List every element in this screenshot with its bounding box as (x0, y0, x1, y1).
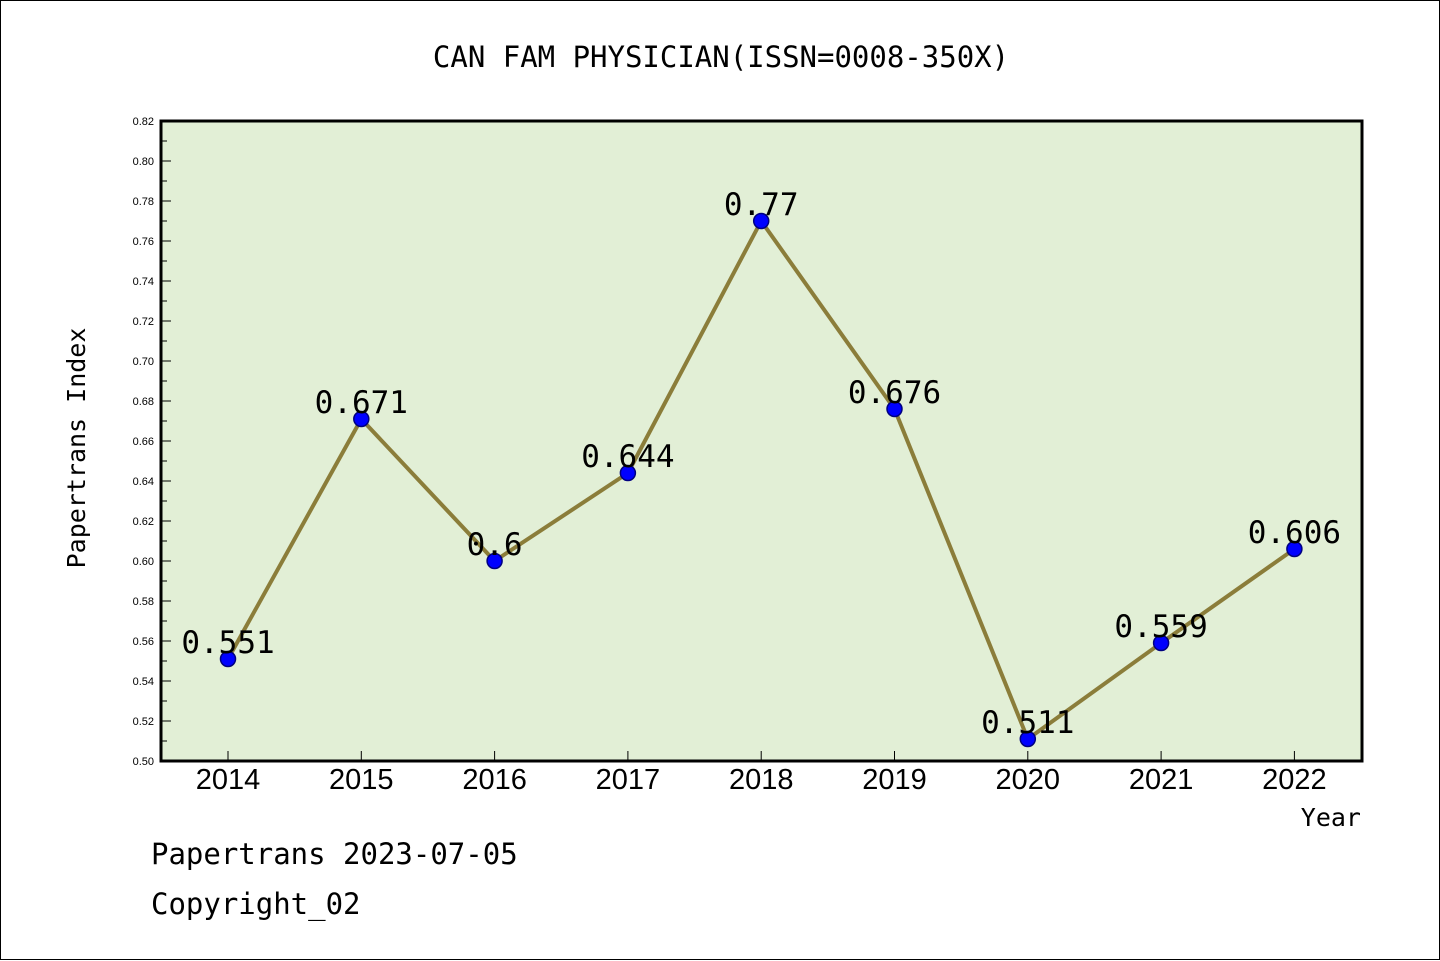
y-tick-label: 0.62 (133, 516, 154, 528)
y-axis: 0.50 0.52 0.54 0.56 0.58 0.60 0.62 0.64 0.66 0.68… (133, 116, 171, 768)
y-tick-label: 0.82 (133, 116, 154, 128)
x-tick-label: 2015 (329, 764, 394, 796)
data-point (1019, 730, 1037, 748)
x-tick-label: 2016 (462, 764, 527, 796)
chart-title: CAN FAM PHYSICIAN(ISSN=0008-350X) (433, 40, 1009, 74)
data-label: 0.676 (848, 375, 941, 411)
y-tick-label: 0.76 (133, 236, 154, 248)
data-point (1152, 634, 1170, 652)
y-tick-label: 0.80 (133, 156, 154, 168)
data-label: 0.551 (181, 625, 274, 661)
x-tick-label: 2014 (196, 764, 261, 796)
y-tick-label: 0.66 (133, 436, 154, 448)
y-tick-label: 0.70 (133, 356, 154, 368)
x-tick-label: 2021 (1129, 764, 1194, 796)
x-axis: 2014 2015 2016 2017 2018 2019 2020 2021 2022 (196, 751, 1327, 796)
data-label: 0.6 (467, 527, 523, 563)
x-axis-label: Year (1301, 803, 1361, 832)
data-point (619, 464, 637, 482)
x-tick-label: 2020 (996, 764, 1061, 796)
data-label: 0.511 (981, 705, 1074, 741)
plot-border (159, 119, 1364, 763)
data-point (486, 552, 503, 570)
data-label: 0.671 (315, 385, 408, 421)
x-tick-label: 2019 (862, 764, 927, 796)
data-point (886, 400, 903, 418)
data-point (752, 212, 770, 230)
y-tick-label: 0.72 (133, 316, 154, 328)
x-tick-label: 2017 (596, 764, 661, 796)
data-label: 0.77 (724, 187, 799, 223)
y-tick-label: 0.58 (133, 596, 154, 608)
footer-copyright: Copyright_02 (151, 887, 361, 921)
y-tick-label: 0.68 (133, 396, 154, 408)
y-tick-label: 0.50 (133, 756, 154, 768)
data-point (219, 650, 237, 668)
y-tick-label: 0.52 (133, 716, 154, 728)
x-tick-label: 2018 (729, 764, 794, 796)
x-tick-label: 2022 (1262, 764, 1327, 796)
y-axis-label: Papertrans Index (62, 328, 91, 569)
series-layer: 0.551 0.671 0.6 0.644 0.77 0.676 0.511 0.559 0.6… (181, 187, 1341, 748)
y-tick-label: 0.64 (133, 476, 154, 488)
y-tick-label: 0.56 (133, 636, 154, 648)
footer-date: Papertrans 2023-07-05 (151, 837, 518, 871)
y-tick-label: 0.60 (133, 556, 154, 568)
y-tick-label: 0.78 (133, 196, 154, 208)
data-label: 0.644 (581, 439, 674, 475)
y-tick-label: 0.54 (133, 676, 154, 688)
data-label: 0.606 (1248, 515, 1341, 551)
y-tick-label: 0.74 (133, 276, 154, 288)
data-point (1286, 540, 1303, 558)
data-label: 0.559 (1114, 609, 1207, 645)
data-point (353, 410, 370, 428)
